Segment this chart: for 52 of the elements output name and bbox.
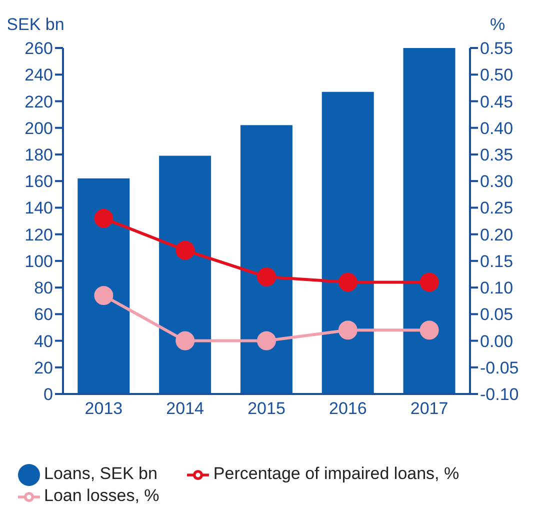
y-tick-label: 60: [34, 305, 53, 324]
point: [420, 320, 439, 340]
bar: [403, 48, 456, 394]
y-tick-label: 0: [44, 385, 53, 404]
y-tick-label: 140: [24, 198, 53, 218]
y-tick-label: 180: [24, 145, 53, 164]
point: [94, 286, 114, 306]
point: [338, 272, 358, 292]
bar: [322, 92, 374, 394]
y2-tick-label: 0.25: [480, 198, 514, 218]
y-tick-label: 200: [24, 118, 53, 138]
point: [420, 272, 439, 292]
x-tick-label: 2015: [248, 399, 286, 418]
x-tick-label: 2013: [84, 399, 123, 418]
point: [257, 331, 276, 350]
y-tick-label: 120: [24, 225, 53, 244]
y2-tick-label: 0.30: [480, 172, 514, 192]
y-tick-label: 160: [24, 172, 53, 192]
y2-tick-label: -0.10: [480, 385, 519, 404]
point: [94, 208, 114, 228]
legend-label: Loans, SEK bn: [44, 464, 158, 484]
y2-tick-label: -0.05: [480, 358, 519, 378]
y-tick-label: 260: [24, 39, 53, 58]
x-tick-label: 2016: [328, 399, 367, 418]
y2-tick-label: 0.00: [480, 332, 514, 351]
point: [176, 240, 195, 260]
point: [176, 331, 195, 350]
y2-tick-label: 0.20: [480, 225, 514, 244]
legend-label: Loan losses, %: [44, 486, 160, 506]
bar: [78, 178, 130, 394]
y2-tick-label: 0.50: [480, 66, 514, 85]
y-tick-label: 220: [24, 92, 53, 112]
y2-tick-label: 0.40: [480, 118, 514, 138]
x-tick-label: 2017: [410, 399, 448, 418]
y2-tick-label: 0.10: [480, 278, 514, 298]
bar: [240, 125, 292, 394]
y-tick-label: 240: [24, 66, 53, 85]
legend-label: Percentage of impaired loans, %: [213, 464, 460, 484]
y2-axis-title: %: [490, 15, 506, 34]
y2-tick-label: 0.35: [480, 145, 514, 164]
y2-tick-label: 0.55: [480, 39, 514, 58]
y-tick-label: 100: [24, 252, 53, 271]
y2-tick-label: 0.45: [480, 92, 514, 112]
point: [338, 320, 358, 340]
bar: [159, 156, 212, 394]
y2-tick-label: 0.05: [480, 305, 514, 324]
y-tick-label: 40: [34, 332, 53, 351]
y-tick-label: 20: [34, 358, 53, 378]
y2-tick-label: 0.15: [480, 252, 514, 271]
y-tick-label: 80: [34, 278, 53, 298]
point: [257, 267, 276, 286]
x-tick-label: 2014: [166, 399, 204, 418]
